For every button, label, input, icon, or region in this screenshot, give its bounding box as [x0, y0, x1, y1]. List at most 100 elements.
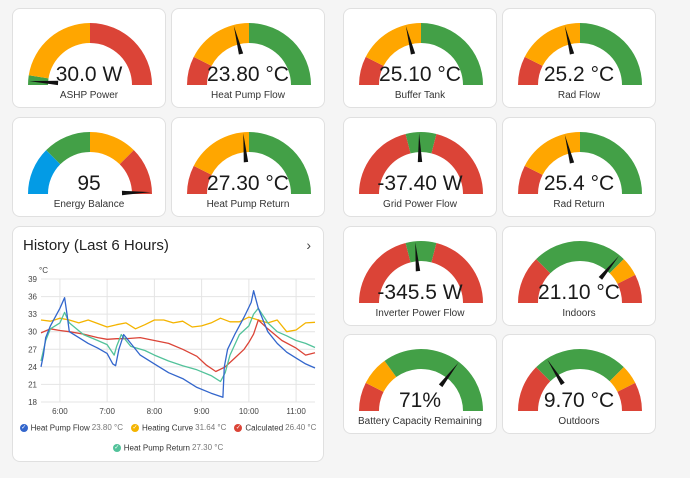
history-more-arrow[interactable]: › [306, 237, 311, 253]
gauge-needle [29, 80, 59, 86]
y-tick-label: 39 [28, 275, 37, 284]
gauge-label: Rad Flow [557, 90, 601, 101]
legend-label: Calculated [245, 423, 284, 433]
gauge-segment [365, 360, 397, 392]
gauge-segment [46, 132, 90, 165]
gauge-value: 25.10 °C [379, 63, 461, 86]
legend-check-icon: ✓ [19, 423, 28, 432]
gauge-segment [536, 241, 624, 274]
gauge-segment [524, 23, 580, 66]
gauge-needle [405, 25, 416, 55]
gauge-segment [249, 132, 311, 194]
gauge-card-rad-flow[interactable]: 25.2 °C Rad Flow [502, 8, 656, 108]
legend-value: 31.64 °C [195, 423, 227, 433]
gauge-arc [518, 132, 642, 194]
gauge-card-ashp-power[interactable]: 30.0 W ASHP Power [12, 8, 166, 108]
gauge-segment [405, 132, 437, 154]
gauge-label: Energy Balance [53, 199, 125, 210]
gauge-segment [90, 132, 134, 165]
gauge-arc [518, 241, 642, 303]
gauge-segment [580, 23, 642, 85]
gauge-card-indoors[interactable]: 21.10 °C Indoors [502, 226, 656, 326]
legend-label: Heat Pump Flow [30, 423, 90, 433]
gauge-label: Outdoors [558, 416, 600, 427]
gauge-segment [518, 56, 543, 85]
y-tick-label: 36 [28, 293, 37, 302]
gauge-segment [359, 56, 384, 85]
gauge-card-battery-capacity[interactable]: 71% Battery Capacity Remaining [343, 334, 497, 434]
gauge-segment [359, 133, 411, 194]
gauge-arc [28, 23, 152, 86]
gauge-segment [119, 150, 152, 194]
legend-item[interactable]: ✓ Heating Curve 31.64 °C [130, 423, 227, 433]
x-tick-label: 11:00 [286, 407, 306, 416]
gauge-arc [28, 132, 152, 196]
legend-item[interactable]: ✓ Heat Pump Flow 23.80 °C [19, 423, 123, 433]
legend-label: Heat Pump Return [123, 443, 191, 453]
gauge-card-buffer-tank[interactable]: 25.10 °C Buffer Tank [343, 8, 497, 108]
gauge-arc [518, 349, 642, 411]
y-axis-unit: °C [39, 266, 48, 275]
gauge-segment [249, 23, 311, 85]
series-line-heat-pump-flow [40, 290, 316, 398]
gauge-card-outdoors[interactable]: 9.70 °C Outdoors [502, 334, 656, 434]
gauge-segment [28, 23, 91, 79]
gauge-segment [536, 349, 624, 382]
legend-value: 27.30 °C [192, 443, 224, 453]
gauge-needle [233, 25, 244, 55]
gauge-segment [421, 23, 483, 85]
gauge-needle [417, 133, 423, 163]
gauge-needle [564, 25, 575, 55]
gauge-segment [384, 349, 483, 411]
gauge-card-rad-return[interactable]: 25.4 °C Rad Return [502, 117, 656, 217]
gauge-segment [359, 382, 384, 411]
series-line-heat-pump-return [40, 307, 316, 383]
gauge-segment [28, 150, 61, 194]
gauge-card-energy-balance[interactable]: 95 Energy Balance [12, 117, 166, 217]
gauge-value: 27.30 °C [207, 172, 289, 195]
gauge-value: 25.4 °C [543, 172, 615, 195]
legend-label: Heating Curve [141, 423, 194, 433]
gauge-segment [580, 132, 642, 194]
gauge-label: Indoors [562, 308, 596, 319]
gauge-label: Grid Power Flow [383, 199, 457, 210]
gauge-segment [518, 259, 551, 303]
gauge-segment [609, 367, 636, 392]
gauge-card-inverter-power-flow[interactable]: -345.5 W Inverter Power Flow [343, 226, 497, 326]
history-card: History (Last 6 Hours) › °C 18 21 24 27 30 33 3… [12, 226, 324, 462]
gauge-segment [431, 133, 483, 194]
y-tick-label: 18 [28, 398, 37, 407]
gauge-segment [359, 242, 411, 303]
gauge-card-grid-power-flow[interactable]: -37.40 W Grid Power Flow [343, 117, 497, 217]
gauge-label: Battery Capacity Remaining [358, 416, 482, 427]
gauge-value: 9.70 °C [543, 389, 615, 412]
gauge-arc [359, 349, 483, 411]
x-tick-label: 10:00 [239, 407, 260, 416]
gauge-segment [405, 241, 437, 263]
gauge-segment [187, 56, 212, 85]
gauge-segment [193, 132, 249, 175]
gauge-card-heat-pump-flow[interactable]: 23.80 °C Heat Pump Flow [171, 8, 325, 108]
y-tick-label: 30 [28, 328, 37, 337]
x-tick-label: 8:00 [147, 407, 163, 416]
gauge-segment [617, 274, 642, 303]
gauge-arc [359, 241, 483, 303]
gauge-value: 30.0 W [55, 63, 123, 86]
legend-value: 23.80 °C [91, 423, 123, 433]
history-chart: °C 18 21 24 27 30 33 36 39 6:00 7:00 8:00 9:00 10:00 1… [28, 266, 316, 416]
gauge-arc [187, 23, 311, 85]
gauge-label: ASHP Power [59, 90, 119, 101]
gauge-label: Heat Pump Return [206, 199, 290, 210]
gauge-arc [359, 132, 483, 194]
gauge-segment [431, 242, 483, 303]
y-tick-label: 33 [28, 310, 37, 319]
gauge-card-heat-pump-return[interactable]: 27.30 °C Heat Pump Return [171, 117, 325, 217]
gauge-label: Heat Pump Flow [211, 90, 285, 101]
legend-item[interactable]: ✓ Calculated 26.40 °C [234, 423, 316, 432]
gauge-value: 25.2 °C [543, 63, 615, 86]
gauge-segment [524, 132, 580, 175]
gauge-label: Inverter Power Flow [375, 308, 465, 319]
legend-item[interactable]: ✓ Heat Pump Return 27.30 °C [112, 443, 224, 453]
gauge-segment [617, 382, 642, 411]
gauge-needle [564, 134, 575, 164]
